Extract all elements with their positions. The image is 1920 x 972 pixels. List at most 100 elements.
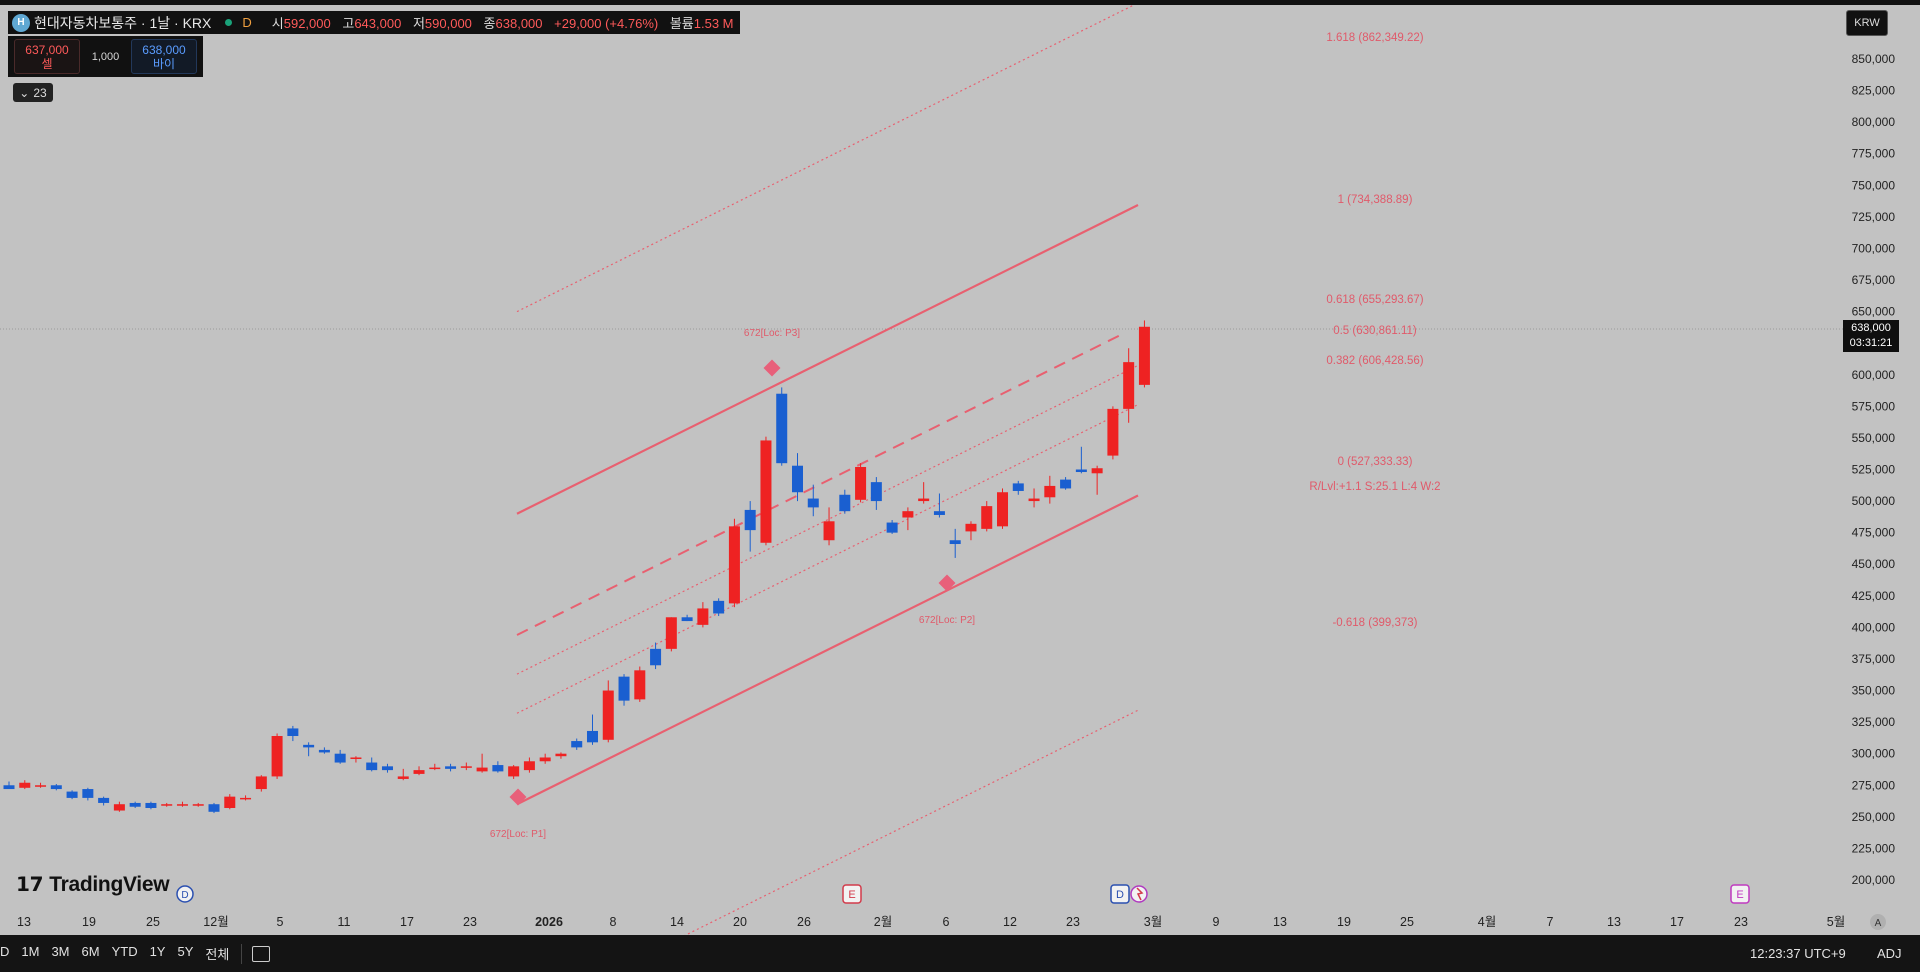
range-1m[interactable]: 1M: [21, 944, 40, 959]
price-tick-label: 650,000: [1852, 305, 1896, 319]
candle: [1044, 475, 1056, 504]
pivot-label: 672[Loc: P3]: [744, 328, 800, 339]
candle: [650, 642, 662, 670]
event-badges[interactable]: E D ED: [176, 884, 1750, 904]
calendar-icon[interactable]: [252, 945, 271, 962]
candle-body: [1012, 483, 1024, 491]
time-tick-label: 17: [400, 915, 414, 929]
candle: [823, 507, 835, 546]
range-1y[interactable]: 1Y: [149, 944, 166, 959]
indicator-count: 23: [33, 85, 47, 100]
candle: [287, 725, 299, 742]
price-tick-label: 725,000: [1852, 210, 1896, 224]
candle-body: [776, 393, 788, 464]
last-price-value: 638,000: [1851, 322, 1891, 334]
buy-label: 바이: [152, 56, 176, 71]
dividend-event-icon[interactable]: D: [1110, 884, 1130, 904]
event-badge-letter: D: [181, 890, 188, 901]
candlestick-chart[interactable]: 1.618 (862,349.22) 1 (734,388.89) 0.618 (6…: [0, 0, 1920, 935]
currency-button[interactable]: KRW: [1846, 10, 1888, 36]
candle-body: [602, 690, 614, 740]
fib-level-label: 0.382 (606,428.56): [1326, 355, 1423, 367]
symbol-title[interactable]: 현대자동차보통주 · 1날 · KRX: [34, 14, 212, 31]
candle-body: [492, 765, 504, 772]
range-ytd[interactable]: YTD: [111, 944, 138, 959]
candle-body: [145, 802, 157, 809]
candle: [855, 463, 867, 503]
candle-body: [949, 540, 961, 545]
sell-button[interactable]: 637,000 셀: [14, 39, 80, 74]
lightning-icon: [1136, 887, 1144, 901]
price-tick-label: 525,000: [1852, 463, 1896, 477]
candle: [1107, 406, 1119, 460]
chart-pane[interactable]: 1.618 (862,349.22) 1 (734,388.89) 0.618 (6…: [0, 0, 1920, 935]
time-tick-label: 23: [1066, 915, 1080, 929]
tradingview-logo[interactable]: 𝟭𝟳 TradingView: [16, 872, 170, 897]
candle-body: [271, 736, 283, 777]
event-badge-letter: E: [1736, 889, 1743, 901]
time-tick-label: 25: [1400, 915, 1414, 929]
order-quantity[interactable]: 1,000: [91, 50, 120, 63]
close-value: 638,000: [495, 16, 543, 31]
price-tick-label: 425,000: [1852, 589, 1896, 603]
ohlc-values: 시592,000 고643,000 저590,000 종638,000 +29,…: [272, 13, 734, 32]
low-label: 저: [412, 16, 425, 31]
range-3m[interactable]: 3M: [51, 944, 70, 959]
candle-body: [902, 511, 914, 518]
range-all[interactable]: 전체: [205, 947, 230, 962]
split-event-icon[interactable]: [1130, 885, 1148, 903]
event-badge-bg: [842, 884, 862, 904]
close-label: 종: [483, 16, 496, 31]
range-d[interactable]: D: [0, 944, 10, 959]
candle-body: [82, 789, 94, 798]
event-badge-bg: [1110, 884, 1130, 904]
candle: [665, 617, 677, 652]
candle: [634, 666, 646, 702]
range-6m[interactable]: 6M: [81, 944, 100, 959]
candle: [176, 801, 188, 807]
candle-body: [19, 782, 31, 788]
candle: [807, 484, 819, 517]
candle-body: [429, 767, 441, 770]
candle-body: [1091, 468, 1103, 474]
clock[interactable]: 12:23:37 UTC+9: [1750, 946, 1846, 961]
candle-body: [192, 804, 204, 806]
time-tick-label: 3월: [1144, 915, 1162, 929]
last-price-tag: 638,000 03:31:21: [1843, 320, 1899, 352]
time-tick-label: 12: [1003, 915, 1017, 929]
candle: [492, 761, 504, 773]
buy-button[interactable]: 638,000 바이: [131, 39, 197, 74]
indicators-toggle-button[interactable]: ⌄ 23: [13, 83, 53, 102]
auto-scale-button[interactable]: [1870, 914, 1886, 930]
candle: [303, 742, 315, 757]
adjust-toggle[interactable]: ADJ: [1877, 946, 1902, 961]
symbol-header[interactable]: H 현대자동차보통주 · 1날 · KRX D 시592,000 고643,00…: [8, 11, 740, 34]
candle: [50, 784, 62, 791]
time-tick-label: 5: [277, 915, 284, 929]
pivot-diamond-icon: [509, 788, 527, 806]
price-tick-label: 700,000: [1852, 241, 1896, 255]
candle-body: [697, 608, 709, 625]
price-tick-label: 350,000: [1852, 684, 1896, 698]
candle: [918, 482, 930, 504]
candle-body: [539, 757, 551, 762]
channel-lower-line: [516, 494, 1139, 806]
candle: [397, 768, 409, 781]
time-axis[interactable]: 13 19 25 12월 5 11 17 23 2026 8 14 20 26 2월 6 12 23 3월 9 13 1…: [17, 915, 1845, 929]
range-5y[interactable]: 5Y: [177, 944, 194, 959]
earnings-event-icon[interactable]: E: [842, 884, 862, 904]
candle: [334, 749, 346, 764]
candle: [1060, 477, 1072, 490]
candle: [366, 757, 378, 772]
fib-level-label: 0 (527,333.33): [1338, 456, 1413, 468]
price-tick-label: 400,000: [1852, 620, 1896, 634]
price-axis[interactable]: 850,000 825,000 800,000 775,000 750,000 725,0…: [1843, 0, 1920, 935]
dividend-event-icon[interactable]: D: [176, 885, 194, 903]
candle: [949, 528, 961, 558]
channel-outer-upper-line: [516, 2, 1139, 313]
candle: [145, 801, 157, 810]
regression-channel[interactable]: [516, 2, 1139, 935]
earnings-event-icon[interactable]: E: [1730, 884, 1750, 904]
time-tick-label: 6: [943, 915, 950, 929]
candle-body: [744, 509, 756, 531]
